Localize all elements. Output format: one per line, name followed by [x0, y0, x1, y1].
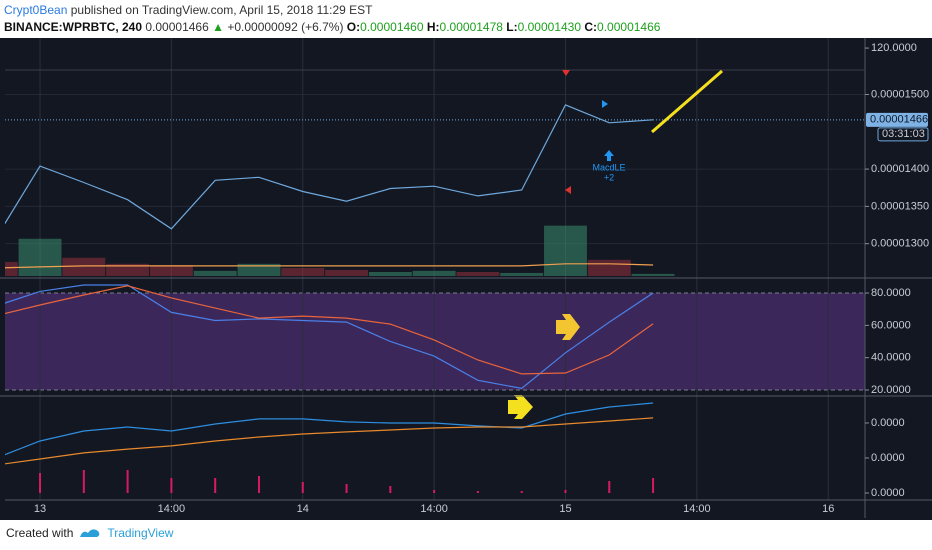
bar	[106, 263, 150, 276]
countdown-box	[877, 127, 929, 142]
y-tick-label: 0.0000	[871, 417, 905, 429]
y-tick-label: 80.0000	[871, 287, 911, 299]
ohlc-key: O:	[346, 20, 361, 34]
x-tick-label: 14:00	[420, 503, 448, 515]
header: Crypt0Bean published on TradingView.com,…	[4, 2, 660, 36]
bar	[345, 484, 348, 493]
band	[5, 293, 865, 391]
ohlc-key: C:	[584, 20, 598, 34]
price: 0.00001466	[145, 20, 209, 34]
bar	[587, 259, 631, 276]
bar	[564, 490, 567, 493]
y-tick-label: 0.00001300	[871, 238, 929, 250]
footer-text: Created with	[6, 526, 74, 540]
bar	[5, 261, 18, 276]
bar	[631, 273, 675, 276]
bar	[39, 473, 42, 493]
ohlc-key: L:	[506, 20, 518, 34]
bar	[456, 271, 500, 276]
bar	[520, 491, 523, 493]
arrow-drawing	[508, 395, 533, 419]
published: published on TradingView.com, April 15, …	[70, 3, 373, 17]
footer-brand[interactable]: TradingView	[107, 526, 174, 540]
ohlc-value: 0.00001466	[597, 20, 661, 34]
arrow-drawing	[556, 314, 580, 340]
y-tick-label: 0.0000	[871, 452, 905, 464]
ohlc-key: H:	[426, 20, 440, 34]
ohlc-value: 0.00001430	[517, 20, 582, 34]
line	[5, 285, 654, 375]
grid	[5, 38, 865, 500]
exit-marker	[565, 186, 571, 194]
ohlc-value: 0.00001460	[360, 20, 424, 34]
y-tick-label: 0.00001500	[871, 88, 929, 100]
y-tick-label: 0.00001400	[871, 163, 929, 175]
x-tick-label: 13	[34, 503, 46, 515]
bar	[62, 257, 106, 276]
line	[5, 284, 654, 390]
bar	[237, 263, 281, 276]
sell-marker	[562, 70, 570, 76]
bar	[652, 478, 655, 493]
ohlc-value: 0.00001478	[439, 20, 503, 34]
bar	[193, 270, 237, 276]
last-price-label: 0.00001466	[870, 114, 928, 126]
symbol: BINANCE:WPRBTC, 240	[4, 20, 143, 34]
bar	[281, 268, 325, 276]
bar	[412, 270, 456, 276]
annotation: +2	[604, 172, 614, 182]
bar	[433, 490, 436, 493]
author[interactable]: Crypt0Bean	[4, 3, 68, 17]
line	[5, 417, 654, 465]
header-line: Crypt0Bean published on TradingView.com,…	[4, 2, 660, 19]
bar	[149, 264, 193, 276]
x-tick-label: 15	[559, 503, 571, 515]
change: +0.00000092 (+6.7%)	[227, 20, 344, 34]
bar	[82, 470, 85, 493]
bar	[544, 225, 587, 276]
symbol-line: BINANCE:WPRBTC, 240 0.00001466 ▲ +0.0000…	[4, 19, 660, 36]
bar	[368, 271, 412, 276]
bar	[170, 478, 173, 493]
arrow: ▲	[212, 20, 224, 34]
bar	[126, 470, 129, 493]
y-tick-label: 20.0000	[871, 384, 911, 396]
chart-background	[0, 38, 932, 520]
bar	[389, 486, 392, 493]
y-tick-label: 60.0000	[871, 319, 911, 331]
line	[5, 263, 654, 269]
y-tick-label: 40.0000	[871, 352, 911, 364]
bar	[476, 491, 479, 493]
bar	[608, 481, 611, 493]
buy-marker	[604, 150, 614, 161]
y-tick-label: 0.00001350	[871, 200, 929, 212]
last-price-box	[866, 112, 928, 127]
countdown: 03:31:03	[882, 128, 925, 140]
drawn-trendline	[651, 69, 723, 134]
y-tick-label: 0.0000	[871, 487, 905, 499]
bar	[301, 482, 304, 493]
line	[5, 104, 654, 230]
x-tick-label: 16	[822, 503, 834, 515]
bar	[214, 478, 217, 493]
x-tick-label: 14:00	[683, 503, 711, 515]
bar	[257, 476, 260, 493]
logo	[80, 529, 100, 537]
bar	[325, 269, 369, 276]
annotation: MacdLE	[592, 162, 625, 172]
signal-marker	[602, 100, 608, 108]
bar	[18, 238, 62, 276]
axes: 0.00001500 0.00001400 0.00001350 0.00001300…	[0, 42, 932, 515]
x-tick-label: 14	[297, 503, 309, 515]
bar	[500, 272, 544, 276]
x-tick-label: 14:00	[158, 503, 186, 515]
plot-area	[5, 104, 865, 493]
footer: Created with TradingView	[6, 526, 173, 540]
y2-tick-label: 120.0000	[871, 42, 917, 54]
line	[5, 402, 654, 456]
